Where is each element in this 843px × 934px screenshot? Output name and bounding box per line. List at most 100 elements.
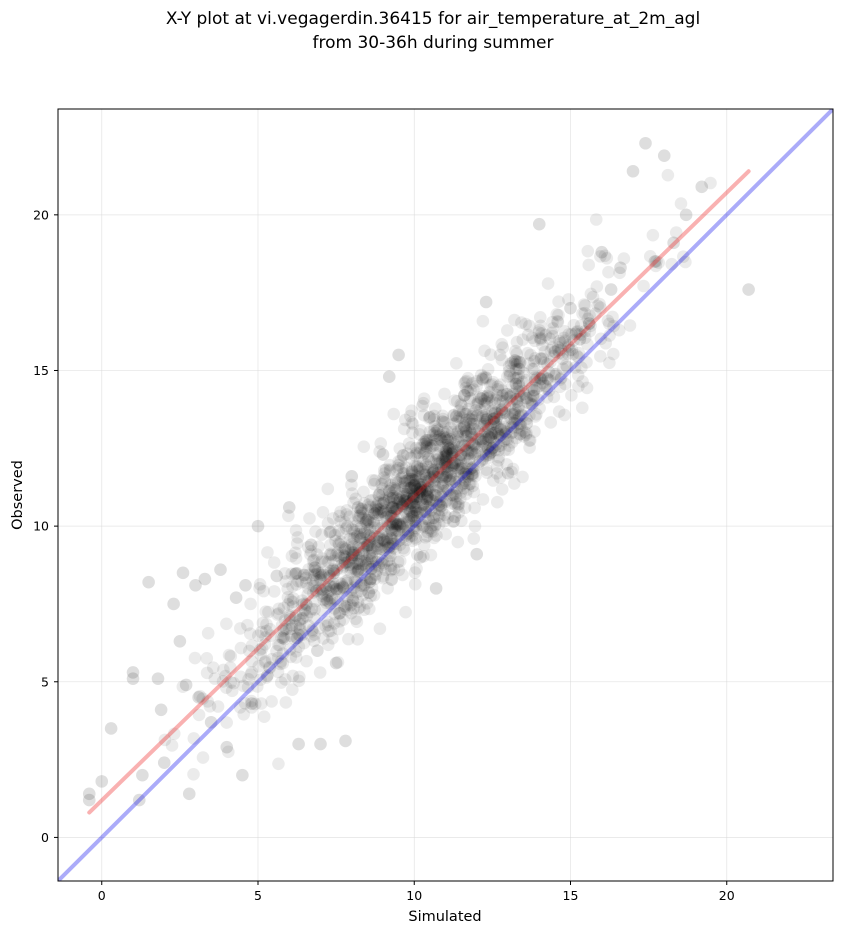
data-point: [405, 463, 418, 477]
data-point: [420, 490, 434, 503]
data-point: [403, 530, 416, 543]
data-point: [237, 679, 250, 693]
data-point: [192, 691, 205, 704]
data-point: [334, 551, 347, 565]
data-point: [445, 425, 459, 439]
data-point: [335, 526, 349, 540]
data-point: [436, 412, 450, 426]
data-point: [401, 474, 414, 487]
data-point: [293, 622, 307, 635]
data-point: [417, 435, 431, 449]
data-point: [553, 380, 567, 394]
data-point: [413, 506, 427, 520]
data-point: [392, 461, 405, 475]
data-point: [506, 462, 520, 476]
chart-title-line-1: X-Y plot at vi.vegagerdin.36415 for air_…: [166, 9, 700, 29]
data-point: [448, 456, 462, 470]
data-point: [481, 442, 495, 456]
data-point: [396, 449, 410, 462]
data-point: [485, 427, 499, 441]
data-point: [349, 492, 362, 506]
data-point: [463, 424, 477, 438]
data-point: [464, 447, 478, 460]
data-point: [441, 511, 454, 524]
data-point: [495, 384, 509, 397]
data-point: [387, 407, 401, 421]
data-point: [352, 511, 366, 525]
data-point: [447, 489, 460, 502]
data-point: [330, 582, 343, 596]
y-tick-label: 0: [41, 830, 49, 845]
data-point: [371, 553, 385, 567]
data-point: [704, 176, 717, 190]
data-point: [354, 504, 367, 518]
data-point: [495, 428, 508, 442]
data-point: [552, 295, 565, 308]
data-point: [367, 588, 381, 602]
data-point: [427, 474, 441, 487]
data-point: [292, 640, 306, 653]
data-point: [550, 308, 564, 321]
data-point: [407, 510, 421, 523]
data-point: [440, 470, 454, 483]
data-point: [510, 335, 524, 349]
data-point: [547, 349, 561, 363]
data-point: [417, 408, 431, 422]
data-point: [552, 308, 565, 322]
data-point: [489, 416, 503, 429]
data-point: [316, 505, 330, 519]
data-point: [454, 398, 468, 411]
data-point: [384, 504, 397, 517]
data-point: [582, 316, 596, 330]
data-point: [188, 651, 202, 665]
data-point: [308, 612, 321, 625]
data-point: [421, 450, 435, 463]
data-point: [421, 460, 435, 474]
data-point: [364, 494, 377, 507]
data-point: [449, 409, 463, 423]
data-point: [359, 513, 373, 526]
data-point: [351, 501, 365, 514]
data-point: [462, 467, 475, 481]
data-point: [364, 562, 378, 576]
data-point: [567, 334, 580, 347]
data-point: [436, 484, 450, 498]
data-point: [222, 648, 236, 662]
data-point: [324, 579, 338, 593]
data-point: [463, 452, 477, 465]
data-point: [295, 598, 309, 612]
data-point: [416, 520, 430, 534]
data-point: [419, 530, 432, 544]
data-point: [340, 598, 354, 611]
data-point: [392, 458, 405, 472]
data-point: [406, 529, 419, 542]
data-point: [303, 605, 317, 619]
data-point: [421, 500, 434, 514]
data-point: [384, 491, 398, 505]
data-point: [396, 476, 410, 489]
data-point: [347, 548, 361, 562]
data-point: [307, 586, 320, 599]
data-point: [405, 465, 419, 478]
data-point: [252, 659, 266, 673]
data-point: [421, 490, 435, 504]
data-point: [562, 340, 576, 354]
data-point: [289, 546, 302, 560]
data-point: [447, 408, 461, 422]
data-point: [467, 437, 480, 451]
data-point: [433, 428, 447, 442]
data-point: [445, 446, 458, 460]
data-point: [510, 355, 524, 368]
data-point: [493, 407, 507, 421]
data-point: [581, 244, 595, 258]
data-point: [490, 438, 503, 451]
data-point: [447, 514, 461, 528]
data-point: [454, 448, 467, 461]
data-point: [282, 509, 295, 523]
data-point: [192, 708, 206, 722]
data-point: [378, 463, 391, 477]
data-point: [374, 542, 388, 556]
data-point: [421, 489, 434, 503]
data-point: [196, 692, 210, 705]
data-point: [306, 574, 320, 587]
